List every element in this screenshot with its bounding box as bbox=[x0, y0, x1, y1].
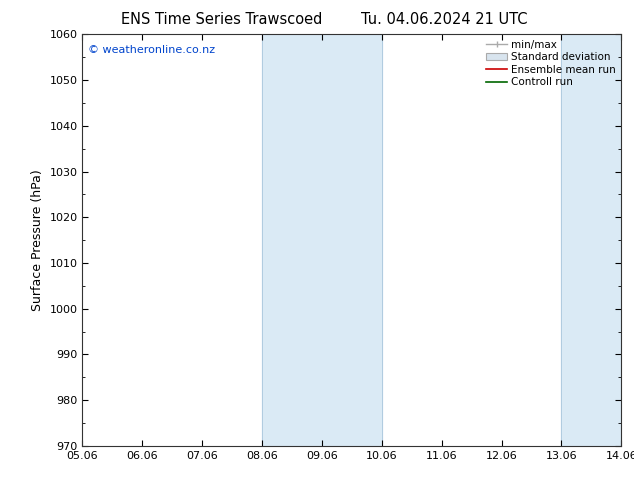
Text: Tu. 04.06.2024 21 UTC: Tu. 04.06.2024 21 UTC bbox=[361, 12, 527, 27]
Y-axis label: Surface Pressure (hPa): Surface Pressure (hPa) bbox=[31, 169, 44, 311]
Text: ENS Time Series Trawscoed: ENS Time Series Trawscoed bbox=[121, 12, 323, 27]
Text: © weatheronline.co.nz: © weatheronline.co.nz bbox=[87, 45, 215, 54]
Legend: min/max, Standard deviation, Ensemble mean run, Controll run: min/max, Standard deviation, Ensemble me… bbox=[484, 37, 618, 89]
Bar bbox=[262, 34, 382, 446]
Bar bbox=[562, 34, 621, 446]
